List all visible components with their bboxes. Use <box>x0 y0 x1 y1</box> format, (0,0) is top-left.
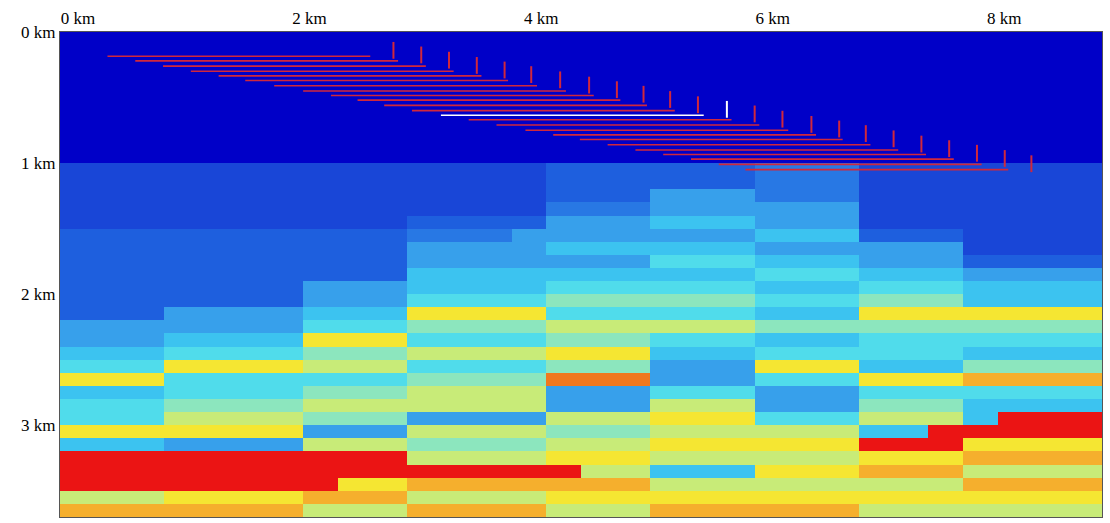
svg-text:1 km: 1 km <box>21 154 55 173</box>
svg-text:4 km: 4 km <box>524 9 558 28</box>
svg-text:2 km: 2 km <box>21 285 55 304</box>
svg-text:6 km: 6 km <box>755 9 789 28</box>
svg-text:0 km: 0 km <box>61 9 95 28</box>
svg-text:8 km: 8 km <box>987 9 1021 28</box>
svg-text:2 km: 2 km <box>292 9 326 28</box>
svg-text:0 km: 0 km <box>21 23 55 42</box>
svg-text:3 km: 3 km <box>21 416 55 435</box>
